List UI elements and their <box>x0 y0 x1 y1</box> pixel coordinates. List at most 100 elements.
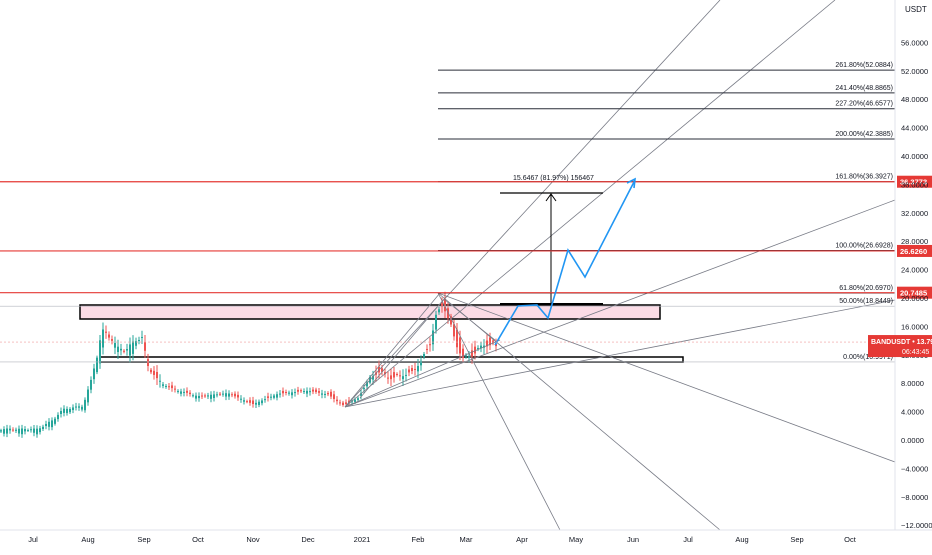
fib-level-label: 227.20%(46.6577) <box>835 101 893 108</box>
candle-body <box>57 414 59 420</box>
x-tick-label: Apr <box>516 535 528 544</box>
candle-body <box>63 408 65 413</box>
candle-body <box>60 410 62 415</box>
candle-body <box>297 389 299 392</box>
candle-body <box>486 340 488 347</box>
candle-body <box>78 406 80 408</box>
candle-body <box>144 342 146 351</box>
candle-body <box>36 428 38 435</box>
candle-body <box>99 340 101 364</box>
candle-body <box>42 426 44 429</box>
candle-body <box>84 399 86 411</box>
candle-body <box>180 391 182 394</box>
candle-body <box>150 369 152 373</box>
candle-body <box>21 428 23 435</box>
candle-body <box>462 348 464 358</box>
candle-body <box>330 391 332 397</box>
candle-body <box>189 392 191 395</box>
x-tick-label: Sep <box>137 535 150 544</box>
x-tick-label: Jun <box>627 535 639 544</box>
candle-body <box>444 298 446 312</box>
candle-body <box>6 428 8 434</box>
trend-line <box>344 0 721 408</box>
candle-body <box>324 393 326 396</box>
candle-body <box>111 339 113 341</box>
candle-body <box>414 368 416 370</box>
fib-level-label: 100.00%(26.6928) <box>835 242 893 249</box>
current-price-badge <box>868 335 932 358</box>
trend-line <box>444 299 496 341</box>
candle-body <box>156 372 158 379</box>
candle-body <box>327 393 329 395</box>
x-tick-label: Nov <box>246 535 260 544</box>
y-tick-label: 40.0000 <box>901 152 928 161</box>
fib-level-label: 0.00%(10.9971) <box>843 354 893 361</box>
candle-body <box>387 377 389 379</box>
candle-body <box>177 390 179 392</box>
candle-body <box>186 390 188 393</box>
y-tick-label: −12.0000 <box>901 521 932 530</box>
candle-body <box>81 406 83 410</box>
candle-body <box>411 368 413 372</box>
candle-body <box>129 344 131 356</box>
candle-body <box>252 400 254 405</box>
candle-body <box>138 339 140 341</box>
y-tick-label: −8.0000 <box>901 493 928 502</box>
candle-body <box>450 316 452 325</box>
trend-line <box>437 292 896 463</box>
x-tick-label: Aug <box>735 535 748 544</box>
candle-body <box>366 382 368 387</box>
candle-body <box>141 336 143 338</box>
candle-body <box>210 394 212 399</box>
trend-line <box>359 297 446 399</box>
candle-body <box>495 343 497 347</box>
y-tick-label: 4.0000 <box>901 408 924 417</box>
candle-body <box>174 388 176 390</box>
candle-body <box>426 348 428 350</box>
fib-level-label: 61.80%(20.6970) <box>839 285 893 292</box>
candle-body <box>195 395 197 399</box>
candle-body <box>429 344 431 346</box>
candle-body <box>18 428 20 434</box>
x-tick-label: Feb <box>412 535 425 544</box>
candle-body <box>402 376 404 380</box>
y-tick-label: 16.0000 <box>901 322 928 331</box>
candle-body <box>102 329 104 348</box>
x-tick-label: Sep <box>790 535 803 544</box>
candle-body <box>312 389 314 392</box>
candle-body <box>222 393 224 395</box>
candle-body <box>183 391 185 393</box>
y-tick-label: 32.0000 <box>901 209 928 218</box>
candle-body <box>306 390 308 394</box>
candle-body <box>216 394 218 396</box>
x-tick-label: Jul <box>28 535 38 544</box>
candle-body <box>228 393 230 397</box>
candle-body <box>270 396 272 398</box>
candle-body <box>294 392 296 394</box>
candle-body <box>288 392 290 394</box>
candle-body <box>465 355 467 357</box>
x-tick-label: Oct <box>844 535 857 544</box>
candle-body <box>264 399 266 401</box>
candle-body <box>273 395 275 398</box>
candle-body <box>438 309 440 313</box>
candle-body <box>240 398 242 400</box>
candle-body <box>336 399 338 402</box>
candle-body <box>384 372 386 375</box>
candle-body <box>147 359 149 367</box>
candle-body <box>30 429 32 431</box>
candle-body <box>474 346 476 354</box>
candle-body <box>249 400 251 403</box>
countdown-label: 06:43:45 <box>902 349 929 356</box>
candle-body <box>225 393 227 397</box>
candle-body <box>258 401 260 405</box>
candle-body <box>408 369 410 373</box>
candle-body <box>3 429 5 434</box>
y-tick-label: 20.0000 <box>901 294 928 303</box>
candle-body <box>126 349 128 351</box>
candle-body <box>261 400 263 404</box>
candle-body <box>303 391 305 393</box>
y-tick-label: 52.0000 <box>901 67 928 76</box>
